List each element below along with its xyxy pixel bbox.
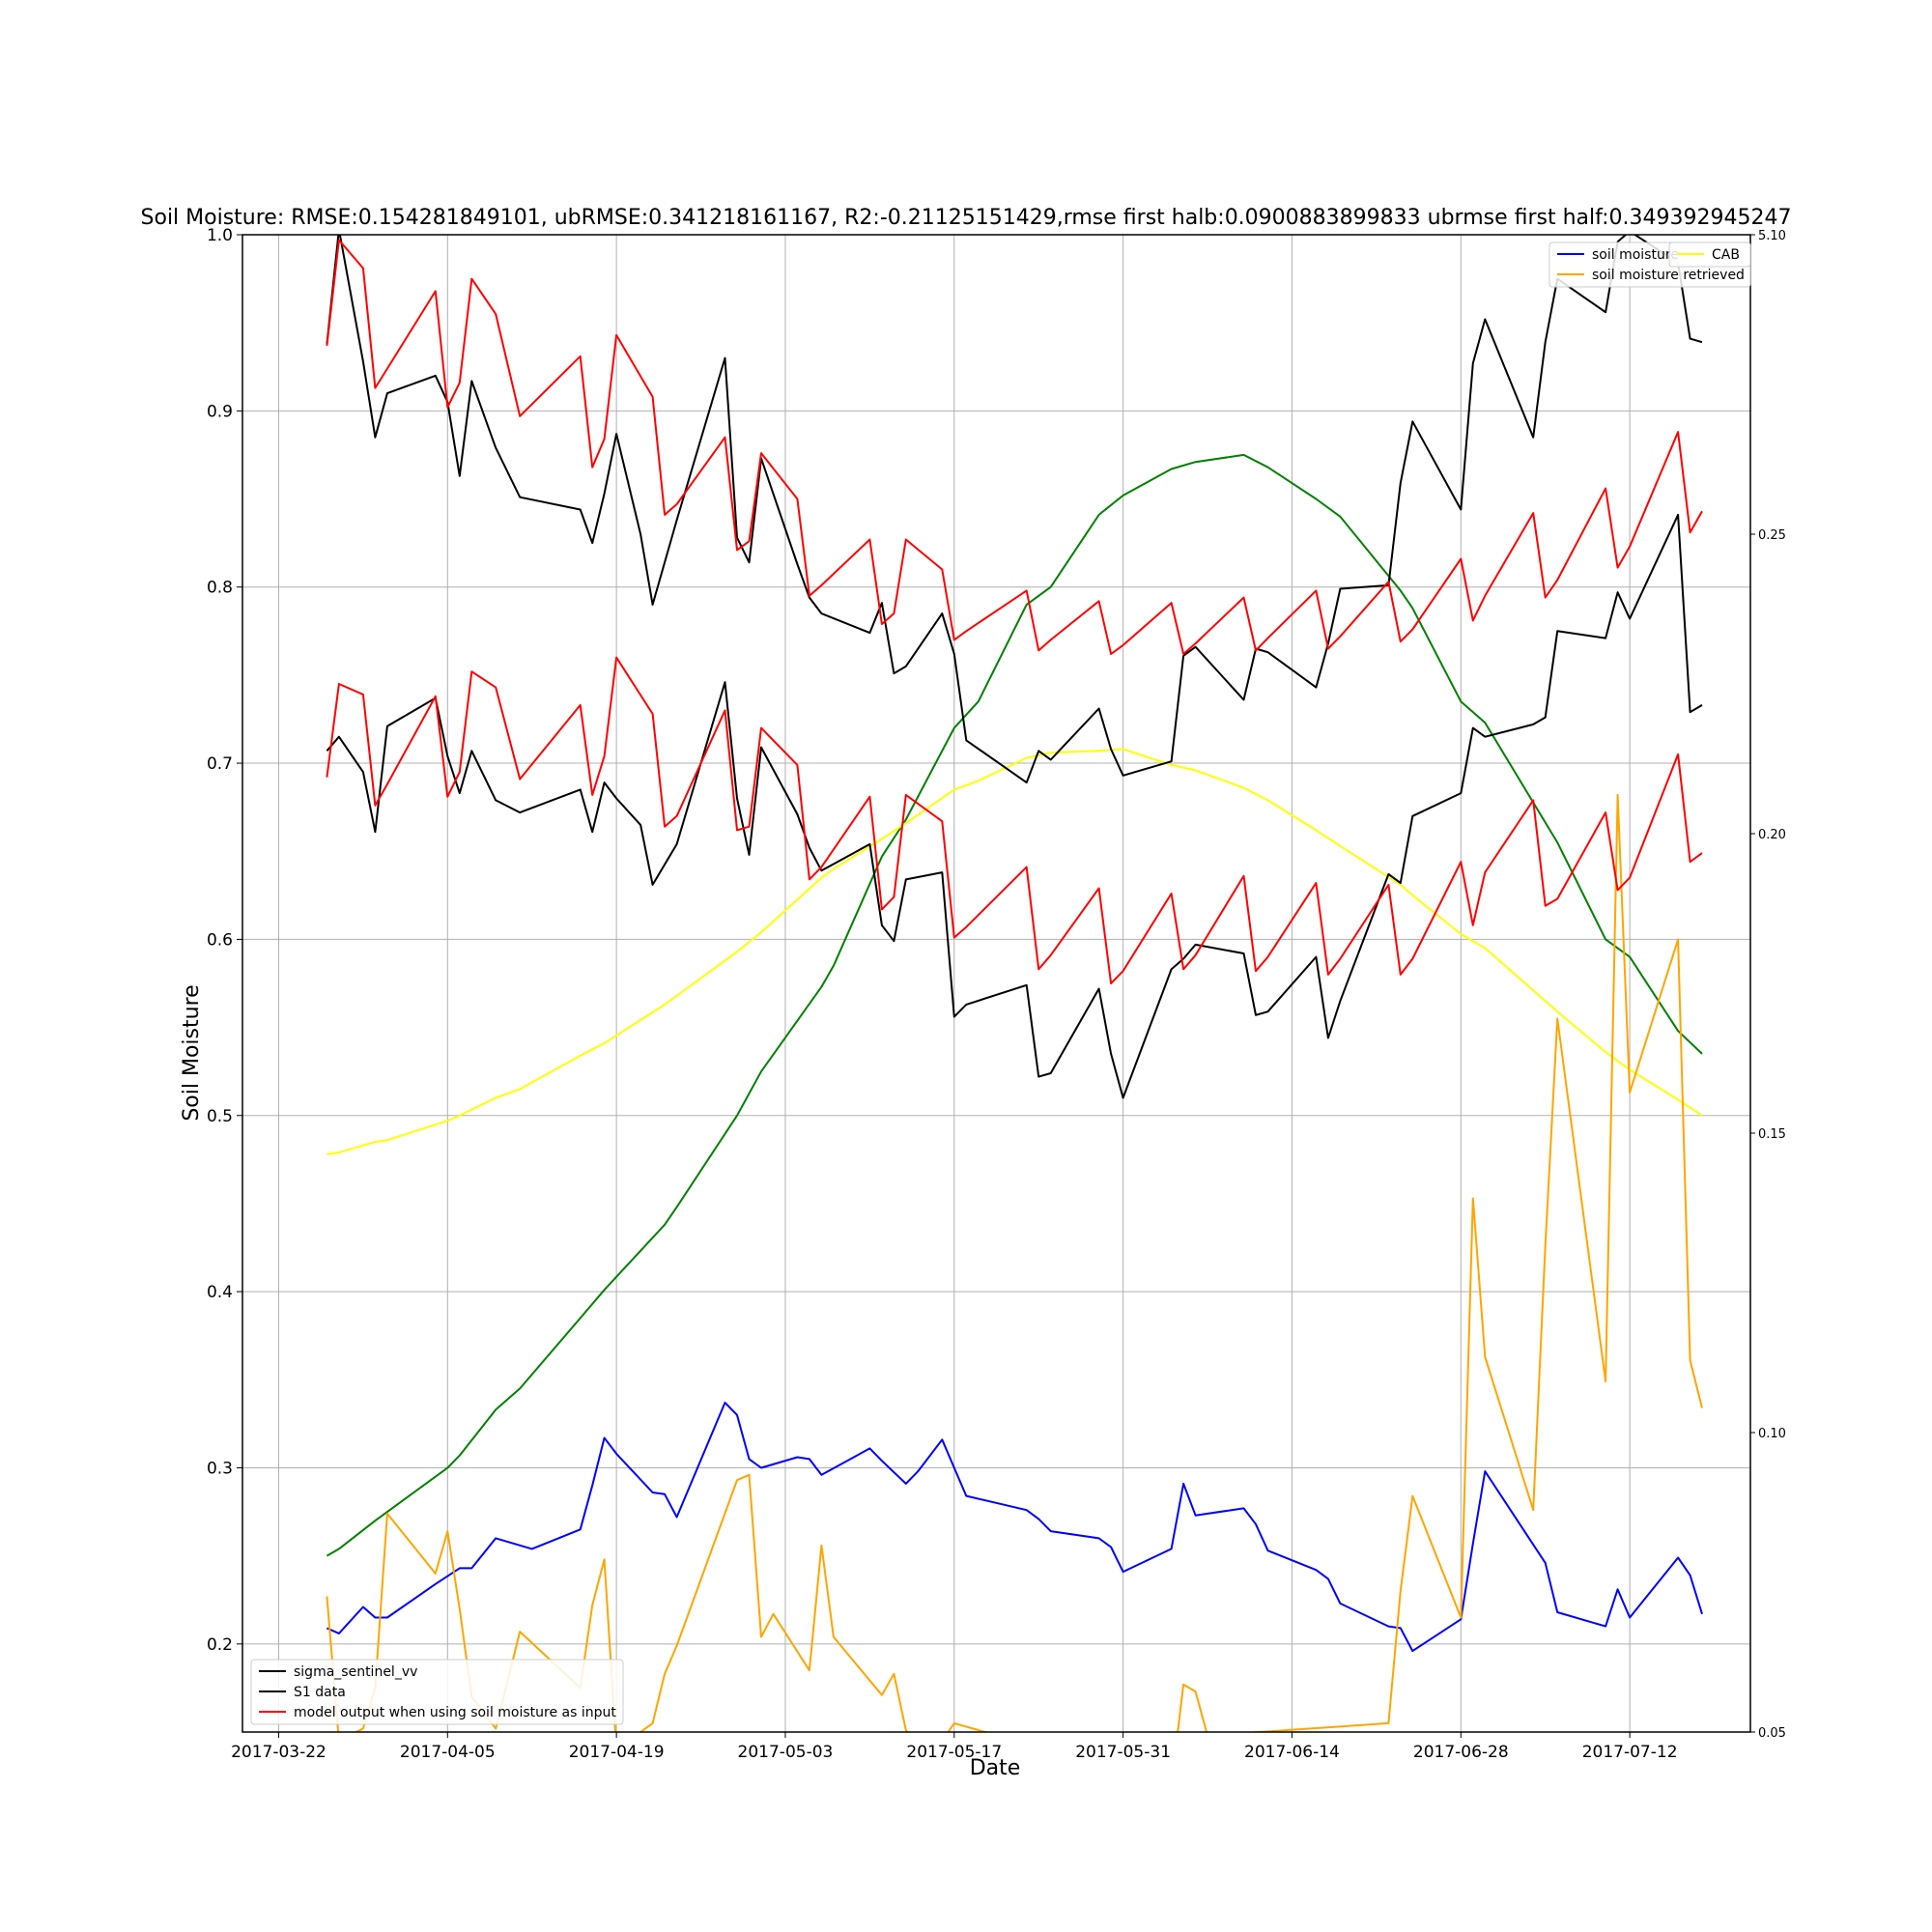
right-y-axis: 0.05 0.10 0.15 0.20 0.25 5.10 xyxy=(1750,229,1786,1741)
y-tick-label: 0.4 xyxy=(207,1283,233,1302)
y-tick-label: 0.3 xyxy=(207,1459,233,1478)
legend-bottom-left: sigma_sentinel_vv S1 data model output whe… xyxy=(250,1659,624,1725)
chart-title: Soil Moisture: RMSE:0.154281849101, ubRM… xyxy=(141,206,1792,230)
x-tick-label: 2017-06-14 xyxy=(1244,1743,1340,1762)
legend-label: sigma_sentinel_vv xyxy=(294,1664,417,1680)
y-tick-label: 1.0 xyxy=(207,226,233,245)
y-axis: 0.2 0.3 0.4 0.5 0.6 0.7 0.8 0.9 1.0 xyxy=(207,226,242,1655)
right-tick-label: 5.10 xyxy=(1758,229,1786,243)
right-tick-label: 0.20 xyxy=(1758,828,1786,842)
x-tick-label: 2017-04-19 xyxy=(569,1743,665,1762)
plot-frame xyxy=(242,234,1751,1733)
right-tick-label: 0.15 xyxy=(1758,1127,1786,1142)
y-tick-label: 0.7 xyxy=(207,754,233,774)
right-tick-label: 0.25 xyxy=(1758,528,1786,543)
x-tick-label: 2017-06-28 xyxy=(1413,1743,1509,1762)
legend-box xyxy=(1668,242,1751,268)
legend-label: S1 data xyxy=(294,1685,346,1700)
x-tick-label: 2017-04-05 xyxy=(400,1743,496,1762)
x-tick-label: 2017-05-03 xyxy=(738,1743,834,1762)
legend-top-right: CAB xyxy=(1668,242,1751,268)
series-line-4 xyxy=(326,513,1703,1099)
x-axis-label: Date xyxy=(970,1756,1021,1780)
legends: soil moisture soil moisture retrieved CAB s… xyxy=(250,242,1751,1725)
x-tick-label: 2017-03-22 xyxy=(231,1743,327,1762)
series-line-6 xyxy=(326,656,1703,984)
series-line-2 xyxy=(327,748,1703,1155)
legend-label: soil moisture xyxy=(1592,247,1679,263)
x-tick-label: 2017-05-17 xyxy=(906,1743,1002,1762)
right-tick-label: 0.10 xyxy=(1758,1427,1786,1441)
legend-label: soil moisture retrieved xyxy=(1592,268,1745,283)
y-tick-label: 0.2 xyxy=(207,1635,233,1655)
legend-label: CAB xyxy=(1712,247,1740,263)
x-tick-label: 2017-05-31 xyxy=(1075,1743,1171,1762)
right-tick-label: 0.05 xyxy=(1758,1726,1786,1741)
y-axis-label: Soil Moisture xyxy=(180,984,204,1121)
y-tick-label: 0.6 xyxy=(207,930,233,950)
series-line-0 xyxy=(326,1402,1703,1653)
series-line-7 xyxy=(326,239,1703,655)
series-line-3 xyxy=(326,453,1703,1557)
series-line-5 xyxy=(326,235,1703,784)
legend-box xyxy=(250,1659,624,1725)
y-tick-label: 0.9 xyxy=(207,402,233,421)
y-tick-label: 0.8 xyxy=(207,579,233,598)
x-axis: 2017-03-22 2017-04-05 2017-04-19 2017-05-03… xyxy=(231,1732,1678,1762)
y-tick-label: 0.5 xyxy=(207,1107,233,1126)
legend-label: model output when using soil moisture as… xyxy=(294,1705,616,1720)
x-tick-label: 2017-07-12 xyxy=(1582,1743,1678,1762)
